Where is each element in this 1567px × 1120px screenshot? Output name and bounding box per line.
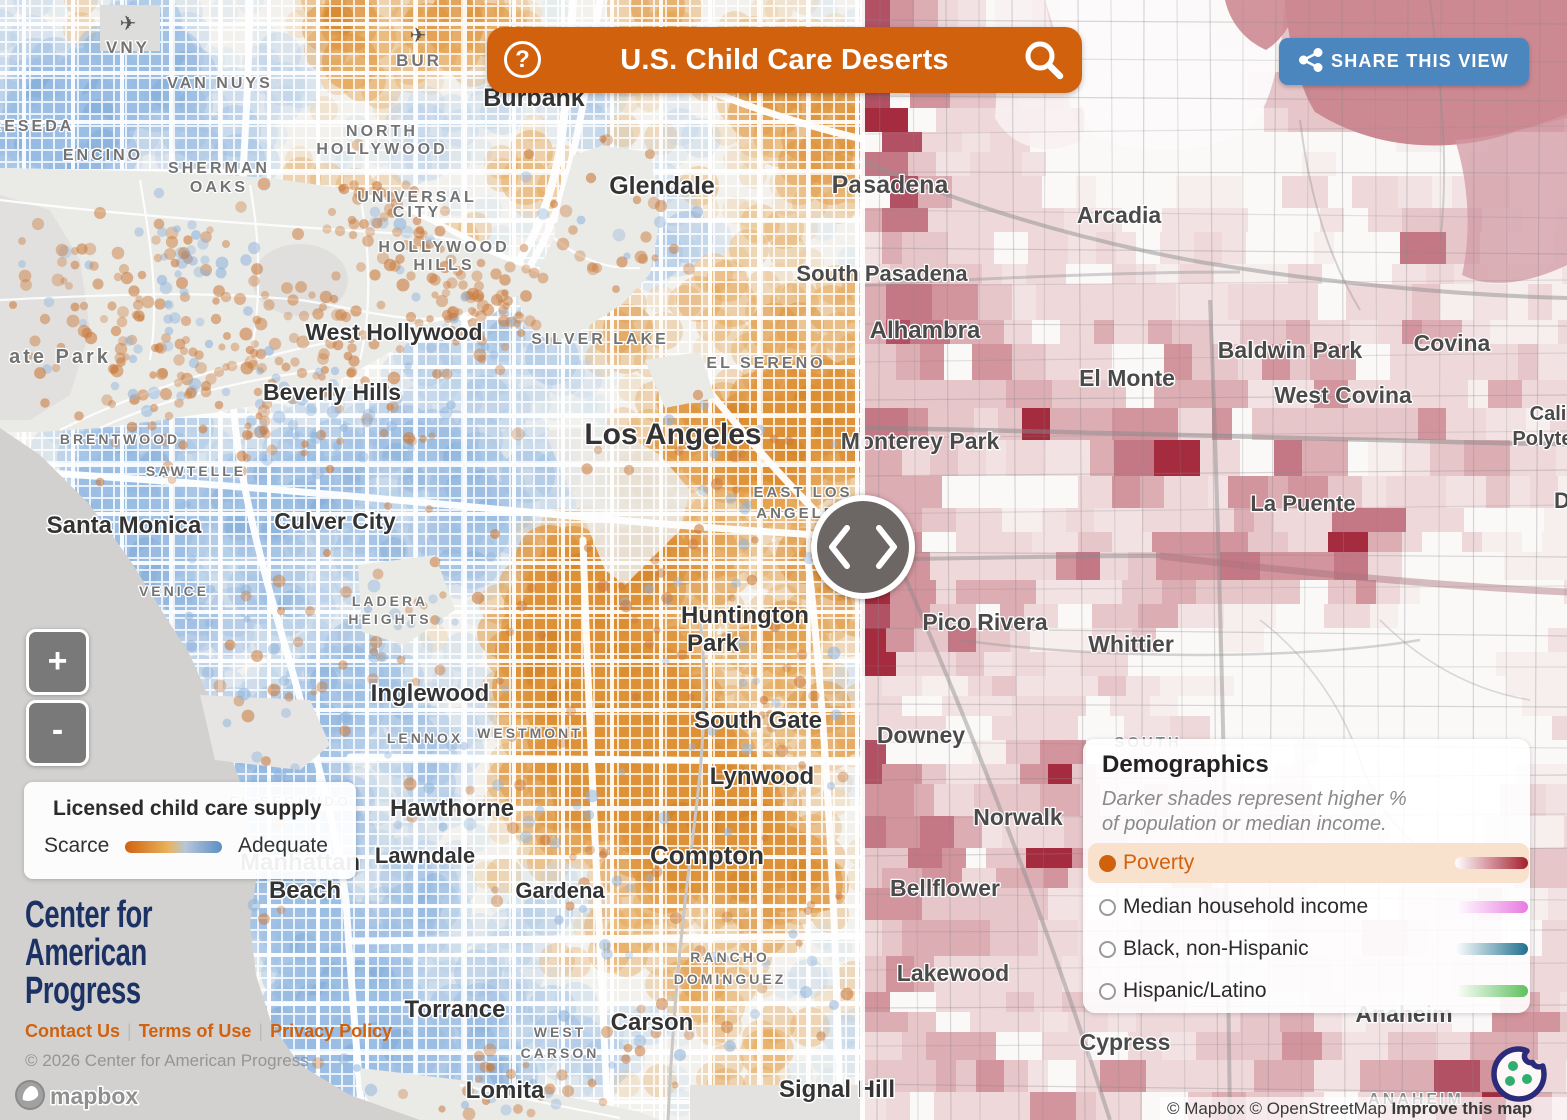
svg-text:Alhambra: Alhambra bbox=[870, 317, 981, 344]
svg-text:West Hollywood: West Hollywood bbox=[305, 319, 482, 345]
svg-text:✈: ✈ bbox=[120, 13, 137, 35]
svg-text:Lynwood: Lynwood bbox=[710, 763, 814, 790]
svg-text:ate Park: ate Park bbox=[9, 346, 111, 368]
svg-text:UNIVERSAL: UNIVERSAL bbox=[357, 189, 476, 206]
svg-text:Huntington: Huntington bbox=[681, 602, 809, 629]
svg-text:CARSON: CARSON bbox=[521, 1045, 600, 1061]
svg-text:HOLLYWOOD: HOLLYWOOD bbox=[378, 239, 509, 256]
svg-text:Hawthorne: Hawthorne bbox=[390, 795, 514, 822]
svg-text:WESTMONT: WESTMONT bbox=[477, 725, 583, 741]
svg-text:SAWTELLE: SAWTELLE bbox=[146, 463, 246, 479]
svg-text:Beach: Beach bbox=[269, 877, 341, 904]
svg-text:Cypress: Cypress bbox=[1080, 1029, 1171, 1055]
svg-text:SHERMAN: SHERMAN bbox=[168, 160, 270, 177]
svg-text:Beverly Hills: Beverly Hills bbox=[263, 379, 401, 405]
svg-text:South Gate: South Gate bbox=[694, 707, 822, 734]
svg-text:VAN NUYS: VAN NUYS bbox=[167, 75, 273, 92]
svg-text:Polytec: Polytec bbox=[1512, 428, 1567, 450]
svg-text:Torrance: Torrance bbox=[405, 996, 506, 1023]
svg-text:EL SERENO: EL SERENO bbox=[706, 355, 825, 372]
svg-text:Glendale: Glendale bbox=[609, 172, 715, 200]
svg-text:La Puente: La Puente bbox=[1250, 491, 1355, 516]
svg-text:HILLS: HILLS bbox=[413, 257, 474, 274]
svg-text:El Monte: El Monte bbox=[1079, 365, 1175, 391]
svg-text:HOLLYWOOD: HOLLYWOOD bbox=[316, 141, 447, 158]
svg-text:Carson: Carson bbox=[611, 1009, 694, 1036]
svg-text:✈: ✈ bbox=[410, 25, 427, 47]
svg-text:SILVER LAKE: SILVER LAKE bbox=[531, 331, 669, 348]
svg-text:Lakewood: Lakewood bbox=[897, 960, 1009, 986]
svg-text:LADERA: LADERA bbox=[352, 593, 428, 609]
svg-text:Los Angeles: Los Angeles bbox=[584, 418, 761, 451]
svg-text:Inglewood: Inglewood bbox=[371, 680, 490, 707]
svg-text:Santa Monica: Santa Monica bbox=[47, 512, 202, 539]
svg-text:Culver City: Culver City bbox=[274, 508, 396, 534]
svg-text:Bellflower: Bellflower bbox=[890, 875, 1000, 901]
svg-text:ENCINO: ENCINO bbox=[63, 147, 143, 164]
svg-text:Covina: Covina bbox=[1414, 330, 1491, 356]
svg-text:VNY: VNY bbox=[106, 38, 150, 57]
svg-text:BRENTWOOD: BRENTWOOD bbox=[60, 431, 180, 447]
svg-text:Signal Hill: Signal Hill bbox=[779, 1076, 895, 1103]
svg-text:HEIGHTS: HEIGHTS bbox=[348, 611, 431, 627]
svg-text:Pasadena: Pasadena bbox=[832, 171, 950, 199]
svg-text:BUR: BUR bbox=[396, 51, 442, 70]
svg-text:West Covina: West Covina bbox=[1274, 382, 1412, 408]
svg-text:EAST LOS: EAST LOS bbox=[753, 484, 852, 501]
svg-text:OAKS: OAKS bbox=[190, 179, 248, 196]
svg-text:Arcadia: Arcadia bbox=[1077, 202, 1162, 228]
svg-text:Monterey Park: Monterey Park bbox=[841, 428, 1000, 454]
svg-text:Downey: Downey bbox=[877, 722, 965, 748]
svg-text:Gardena: Gardena bbox=[515, 878, 605, 903]
svg-text:Baldwin Park: Baldwin Park bbox=[1218, 337, 1363, 363]
svg-text:mapbox: mapbox bbox=[50, 1083, 138, 1109]
svg-text:RANCHO: RANCHO bbox=[690, 949, 769, 965]
svg-text:Cali: Cali bbox=[1530, 403, 1567, 425]
svg-text:D: D bbox=[1554, 488, 1567, 513]
svg-text:Lomita: Lomita bbox=[466, 1077, 545, 1104]
svg-text:Lawndale: Lawndale bbox=[375, 843, 475, 868]
svg-text:LENNOX: LENNOX bbox=[387, 730, 463, 746]
svg-text:NORTH: NORTH bbox=[346, 123, 418, 140]
svg-text:VENICE: VENICE bbox=[139, 583, 209, 599]
svg-text:Whittier: Whittier bbox=[1088, 631, 1174, 657]
svg-text:South Pasadena: South Pasadena bbox=[796, 261, 968, 286]
svg-text:Compton: Compton bbox=[650, 840, 764, 870]
svg-text:Pico Rivera: Pico Rivera bbox=[922, 609, 1047, 635]
svg-text:WEST: WEST bbox=[534, 1024, 586, 1040]
svg-text:RESEDA: RESEDA bbox=[0, 118, 74, 135]
svg-text:CITY: CITY bbox=[393, 204, 441, 221]
svg-text:DOMINGUEZ: DOMINGUEZ bbox=[674, 971, 787, 987]
svg-text:Norwalk: Norwalk bbox=[973, 804, 1063, 830]
svg-text:Park: Park bbox=[687, 630, 740, 657]
